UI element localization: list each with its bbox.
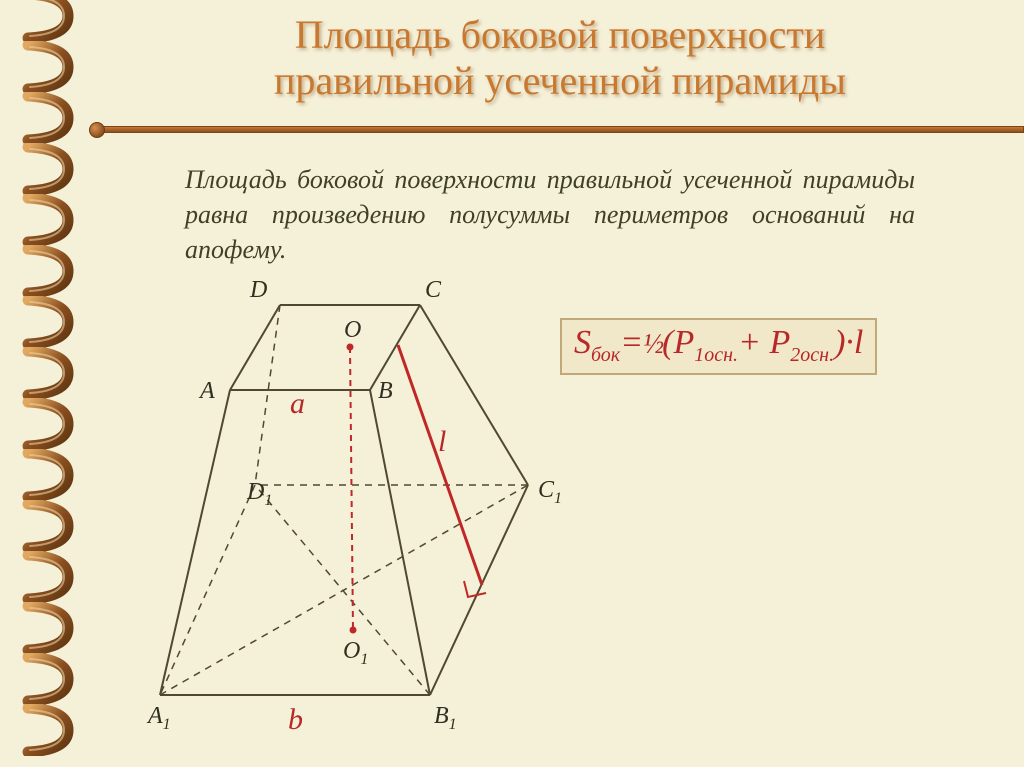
formula-eq: = [620,324,643,361]
spiral-binding [0,0,95,767]
slide-title: Площадь боковой поверхности правильной у… [110,12,1010,104]
divider-bar [95,126,1024,133]
pyramid-svg [130,275,600,760]
title-line-2: правильной усеченной пирамиды [274,58,846,103]
spiral-ring [20,653,75,705]
title-divider [95,126,1024,136]
formula-plus: + [738,324,769,361]
spiral-ring [20,143,75,195]
vertex-label: D [250,277,267,304]
vertex-label: C [425,277,441,304]
vertex-label: A1 [148,703,171,734]
spiral-ring [20,347,75,399]
title-line-1: Площадь боковой поверхности [295,12,826,57]
vertex-label: O1 [343,638,368,669]
vertex-label: B1 [434,703,457,734]
spiral-ring [20,704,75,756]
vertex-label: O [344,317,361,344]
formula-P2-sub: 2осн. [790,344,834,366]
spiral-ring [20,449,75,501]
formula-box: Sбок=½(P1осн.+ P2осн.)∙l [560,318,877,375]
formula-P2: P [769,324,790,361]
edge-label: l [438,425,446,459]
theorem-text: Площадь боковой поверхности правильной у… [185,162,915,267]
spiral-ring [20,500,75,552]
spiral-ring [20,551,75,603]
formula-half: ½ [643,329,662,360]
truncated-pyramid-diagram: D C A B O D1 C1 A1 B1 O1 a b l [130,275,600,760]
spiral-ring [20,41,75,93]
vertex-label: B [378,378,393,405]
spiral-ring [20,602,75,654]
formula-dot: ∙ [845,324,854,361]
divider-dot [89,122,105,138]
spiral-ring [20,398,75,450]
vertex-label: C1 [538,477,562,508]
spiral-ring [20,92,75,144]
spiral-ring [20,245,75,297]
formula-P1-sub: 1осн. [694,344,738,366]
vertex-label: D1 [247,479,272,510]
vertex-label: A [200,378,215,405]
edge-label: b [288,703,303,737]
spiral-ring [20,194,75,246]
formula-P1: P [673,324,694,361]
spiral-ring [20,0,75,42]
spiral-ring [20,296,75,348]
formula-rp: ) [834,324,845,361]
formula-l: l [854,324,863,361]
formula-lp: ( [662,324,673,361]
edge-label: a [290,387,305,421]
